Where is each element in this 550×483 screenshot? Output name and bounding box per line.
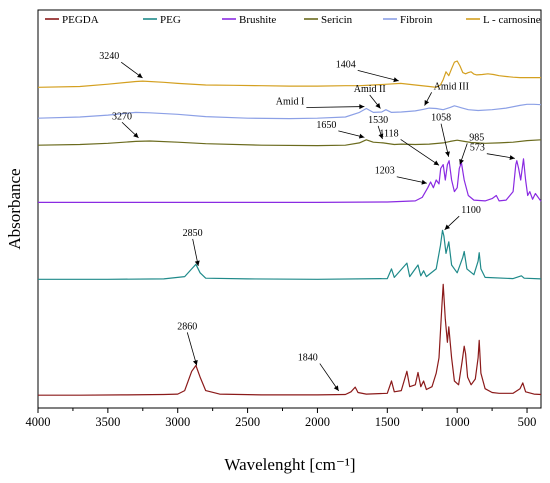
annotation-sericin-1530: 1530 — [368, 115, 388, 140]
annotation-label-1058: 1058 — [431, 113, 451, 124]
annotation-label-2860: 2860 — [177, 321, 197, 332]
annotation-layer: 3240 1404 Amid I Amid II Amid III 3270 1650 153… — [99, 51, 515, 392]
annotation-arrow-line — [186, 332, 198, 366]
annotation-arrow-line — [440, 123, 450, 157]
annotation-arrow-head — [375, 102, 381, 109]
x-tick-label-3000: 3000 — [165, 415, 190, 429]
annotation-label-2850: 2850 — [183, 228, 203, 239]
annotation-label-3240: 3240 — [99, 51, 119, 62]
annotation-label-1203: 1203 — [375, 166, 395, 177]
annotation-arrow-head — [358, 133, 365, 139]
x-tick-label-1000: 1000 — [445, 415, 470, 429]
annotation-l-carnosine-3240: 3240 — [99, 51, 143, 79]
x-tick-label-2500: 2500 — [235, 415, 260, 429]
series-line-brushite — [38, 158, 542, 203]
series-line-l-carnosine — [37, 60, 541, 88]
annotation-label-1840: 1840 — [298, 353, 318, 364]
annotation-arrow-line — [306, 106, 365, 108]
annotation-brushite-985: 985 — [459, 132, 484, 165]
annotation-arrow-head — [459, 158, 464, 165]
annotation-arrow-line — [319, 363, 339, 392]
legend-label-pegda: PEGDA — [62, 14, 99, 26]
annotation-arrow-head — [194, 260, 200, 266]
annotation-label-985: 985 — [469, 132, 484, 143]
annotation-arrow-line — [400, 139, 440, 166]
legend: PEGDA PEG Brushite Sericin Fibroin L - carnos… — [45, 14, 541, 26]
annotation-arrow-head — [378, 133, 384, 140]
annotation-label-1650: 1650 — [316, 120, 336, 131]
annotation-peg-2850: 2850 — [183, 228, 203, 267]
annotation-arrow-head — [424, 99, 430, 106]
y-axis-label: Absorbance — [5, 168, 24, 249]
annotation-label-573: 573 — [470, 143, 485, 154]
annotation-arrow-head — [359, 104, 365, 110]
annotation-sericin-3270: 3270 — [112, 111, 139, 139]
annotation-peg-1100: 1100 — [444, 205, 481, 231]
series-line-pegda — [38, 283, 542, 396]
annotation-brushite-1118: 1118 — [379, 128, 440, 166]
legend-label-l-carnosine: L - carnosine — [483, 14, 541, 26]
annotation-arrow-head — [433, 160, 440, 166]
annotation-arrow-head — [445, 151, 450, 157]
annotation-fibroin-amid-i: Amid I — [276, 97, 365, 110]
annotation-label-amid-i: Amid I — [276, 97, 305, 108]
annotation-sericin-1650: 1650 — [316, 120, 365, 139]
annotation-pegda-2860: 2860 — [177, 321, 198, 366]
legend-label-sericin: Sericin — [321, 14, 353, 26]
x-tick-label-2000: 2000 — [305, 415, 330, 429]
annotation-brushite-1203: 1203 — [375, 166, 427, 185]
x-tick-label-4000: 4000 — [26, 415, 51, 429]
annotation-arrow-head — [509, 155, 515, 161]
legend-label-fibroin: Fibroin — [400, 14, 433, 26]
annotation-arrow-head — [393, 77, 399, 83]
annotation-brushite-573: 573 — [470, 143, 515, 161]
x-axis: 4000 3500 3000 2500 2000 1500 1000 500 — [26, 408, 537, 429]
annotation-fibroin-amid-ii: Amid II — [354, 84, 386, 109]
annotation-label-amid-ii: Amid II — [354, 84, 386, 95]
x-tick-label-500: 500 — [518, 415, 537, 429]
annotation-arrow-head — [333, 385, 339, 391]
annotation-label-1404: 1404 — [336, 59, 356, 70]
annotation-arrow-head — [133, 132, 139, 138]
annotation-label-3270: 3270 — [112, 111, 132, 122]
legend-label-brushite: Brushite — [239, 14, 276, 26]
annotation-arrow-head — [421, 179, 427, 185]
annotation-arrow-head — [192, 359, 198, 366]
annotation-pegda-1840: 1840 — [298, 353, 339, 392]
x-tick-label-1500: 1500 — [375, 415, 400, 429]
annotation-fibroin-amid-iii: Amid III — [424, 81, 469, 106]
annotation-label-1100: 1100 — [461, 205, 481, 216]
series-line-fibroin — [37, 103, 542, 120]
annotation-l-carnosine-1404: 1404 — [336, 59, 399, 83]
series-line-sericin — [37, 139, 542, 147]
annotation-arrow-line — [396, 176, 427, 184]
x-axis-label: Wavelenght [cm⁻¹] — [224, 455, 355, 474]
annotation-arrow-head — [137, 73, 143, 78]
x-tick-label-3500: 3500 — [95, 415, 120, 429]
annotation-label-1530: 1530 — [368, 115, 388, 126]
plot-frame — [37, 9, 542, 409]
annotation-arrow-head — [444, 224, 451, 230]
annotation-arrow-line — [357, 70, 399, 82]
legend-label-peg: PEG — [160, 14, 181, 26]
annotation-label-1118: 1118 — [379, 128, 398, 139]
annotation-brushite-1058: 1058 — [431, 113, 451, 157]
annotation-label-amid-iii: Amid III — [434, 81, 469, 92]
series-line-peg — [38, 229, 542, 280]
